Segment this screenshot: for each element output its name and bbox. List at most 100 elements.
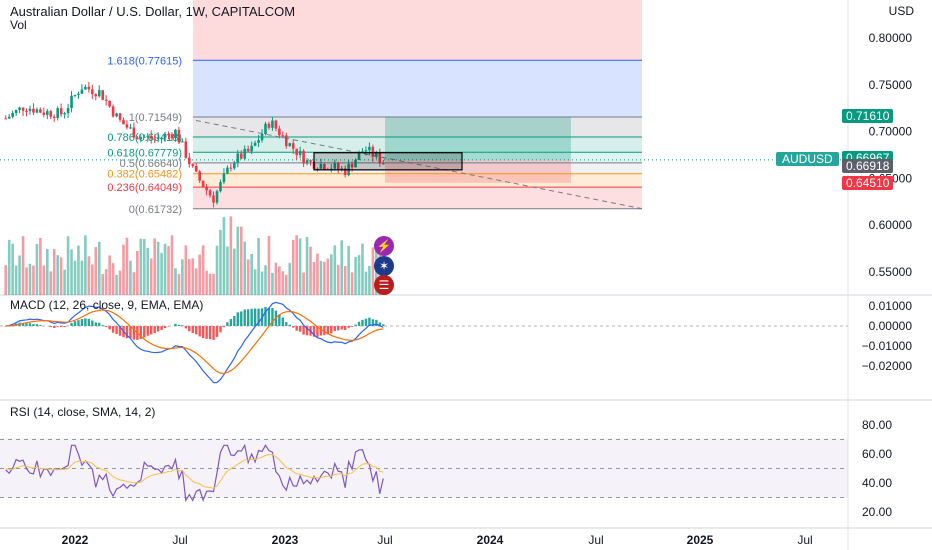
candle bbox=[368, 146, 371, 151]
candle bbox=[323, 163, 326, 170]
candle bbox=[181, 141, 184, 143]
range-box bbox=[313, 152, 463, 171]
candle bbox=[205, 187, 208, 191]
macd-histogram-bar bbox=[181, 325, 184, 326]
price-tick-label: 0.80000 bbox=[869, 31, 913, 45]
candle bbox=[226, 167, 229, 174]
volume-bar bbox=[108, 255, 111, 295]
volume-bar bbox=[39, 237, 42, 295]
volume-bar bbox=[364, 271, 368, 295]
macd-histogram-bar bbox=[222, 326, 226, 328]
macd-histogram-bar bbox=[250, 308, 253, 326]
volume-bar bbox=[319, 260, 323, 295]
candle bbox=[18, 107, 21, 110]
volume-bar bbox=[49, 271, 53, 295]
volume-bar bbox=[32, 265, 35, 295]
au-flag-icon[interactable]: ✶ bbox=[374, 256, 394, 276]
stop-zone bbox=[385, 159, 571, 183]
volume-bar bbox=[253, 269, 257, 295]
candle bbox=[309, 160, 312, 162]
fib-zone bbox=[193, 187, 642, 209]
candle bbox=[59, 108, 63, 115]
volume-bar bbox=[354, 256, 357, 295]
macd-histogram-bar bbox=[188, 326, 191, 332]
candle bbox=[295, 148, 298, 156]
candle bbox=[101, 90, 105, 100]
candle bbox=[156, 137, 160, 139]
us-flag-icon[interactable]: ☰ bbox=[374, 275, 394, 295]
volume-bar bbox=[7, 239, 11, 295]
candle bbox=[278, 128, 281, 136]
macd-histogram-bar bbox=[361, 319, 364, 326]
macd-histogram-bar bbox=[347, 326, 350, 328]
volume-bar bbox=[260, 271, 264, 295]
macd-histogram-bar bbox=[343, 326, 347, 330]
macd-tick-label: −0.01000 bbox=[862, 339, 913, 353]
rsi-tick-label: 20.00 bbox=[862, 505, 892, 519]
fib-level-label: 1(0.71549) bbox=[129, 112, 182, 124]
volume-bar bbox=[323, 261, 326, 295]
volume-label: Vol bbox=[10, 18, 27, 32]
volume-bar bbox=[312, 261, 316, 295]
volume-bar bbox=[347, 245, 350, 295]
chart-title: Australian Dollar / U.S. Dollar, 1W, CAP… bbox=[10, 4, 296, 19]
macd-histogram-bar bbox=[125, 326, 129, 339]
volume-bar bbox=[271, 272, 274, 295]
macd-histogram-bar bbox=[236, 312, 239, 326]
candle bbox=[191, 164, 195, 167]
time-tick-label: 2023 bbox=[272, 533, 299, 547]
macd-histogram-bar bbox=[174, 323, 177, 326]
volume-bar bbox=[181, 259, 184, 295]
lightning-icon[interactable]: ⚡ bbox=[374, 236, 394, 256]
macd-histogram-bar bbox=[4, 326, 7, 327]
volume-bar bbox=[73, 260, 77, 295]
candle bbox=[354, 159, 357, 168]
macd-histogram-bar bbox=[56, 326, 59, 327]
candle bbox=[132, 127, 136, 138]
macd-histogram-bar bbox=[267, 307, 271, 326]
macd-histogram-bar bbox=[53, 326, 56, 329]
candle bbox=[111, 106, 115, 117]
volume-bar bbox=[257, 238, 260, 295]
candle bbox=[253, 142, 257, 146]
volume-bar bbox=[188, 259, 191, 295]
fib-level-label: 0.618(0.67779) bbox=[107, 147, 182, 159]
candle bbox=[271, 120, 274, 128]
volume-bar bbox=[198, 254, 201, 295]
macd-title[interactable]: MACD (12, 26, close, 9, EMA, EMA) bbox=[10, 298, 204, 312]
price-tick-label: 0.55000 bbox=[869, 265, 913, 279]
macd-histogram-bar bbox=[98, 322, 101, 326]
volume-bar bbox=[201, 245, 205, 295]
rsi-title[interactable]: RSI (14, close, SMA, 14, 2) bbox=[10, 405, 156, 419]
volume-bar bbox=[250, 253, 253, 295]
macd-histogram-bar bbox=[195, 326, 198, 335]
fib-level-label: 0.5(0.66640) bbox=[120, 158, 182, 170]
macd-histogram-bar bbox=[177, 324, 181, 326]
macd-histogram-bar bbox=[73, 321, 77, 326]
rsi-line bbox=[5, 443, 384, 503]
volume-bar bbox=[4, 265, 8, 295]
volume-bar bbox=[45, 248, 49, 295]
volume-bar bbox=[278, 266, 281, 295]
candle bbox=[139, 137, 143, 140]
candle bbox=[87, 86, 91, 90]
candle bbox=[250, 145, 253, 152]
candle bbox=[361, 151, 364, 153]
candle bbox=[188, 157, 191, 165]
macd-histogram-bar bbox=[281, 317, 285, 326]
currency-label: USD bbox=[888, 4, 914, 18]
macd-tick-label: 0.00000 bbox=[869, 319, 913, 333]
macd-histogram-bar bbox=[32, 324, 35, 326]
candle bbox=[257, 140, 260, 143]
volume-bar bbox=[357, 255, 361, 295]
fib-zone bbox=[193, 152, 642, 163]
price-badge: 0.71610 bbox=[842, 109, 894, 124]
candle bbox=[212, 195, 215, 203]
macd-histogram-bar bbox=[39, 324, 42, 326]
candle bbox=[319, 163, 323, 169]
macd-signal-line bbox=[5, 309, 384, 375]
candle bbox=[80, 89, 84, 94]
volume-bar bbox=[288, 262, 292, 295]
macd-histogram-bar bbox=[337, 326, 340, 331]
